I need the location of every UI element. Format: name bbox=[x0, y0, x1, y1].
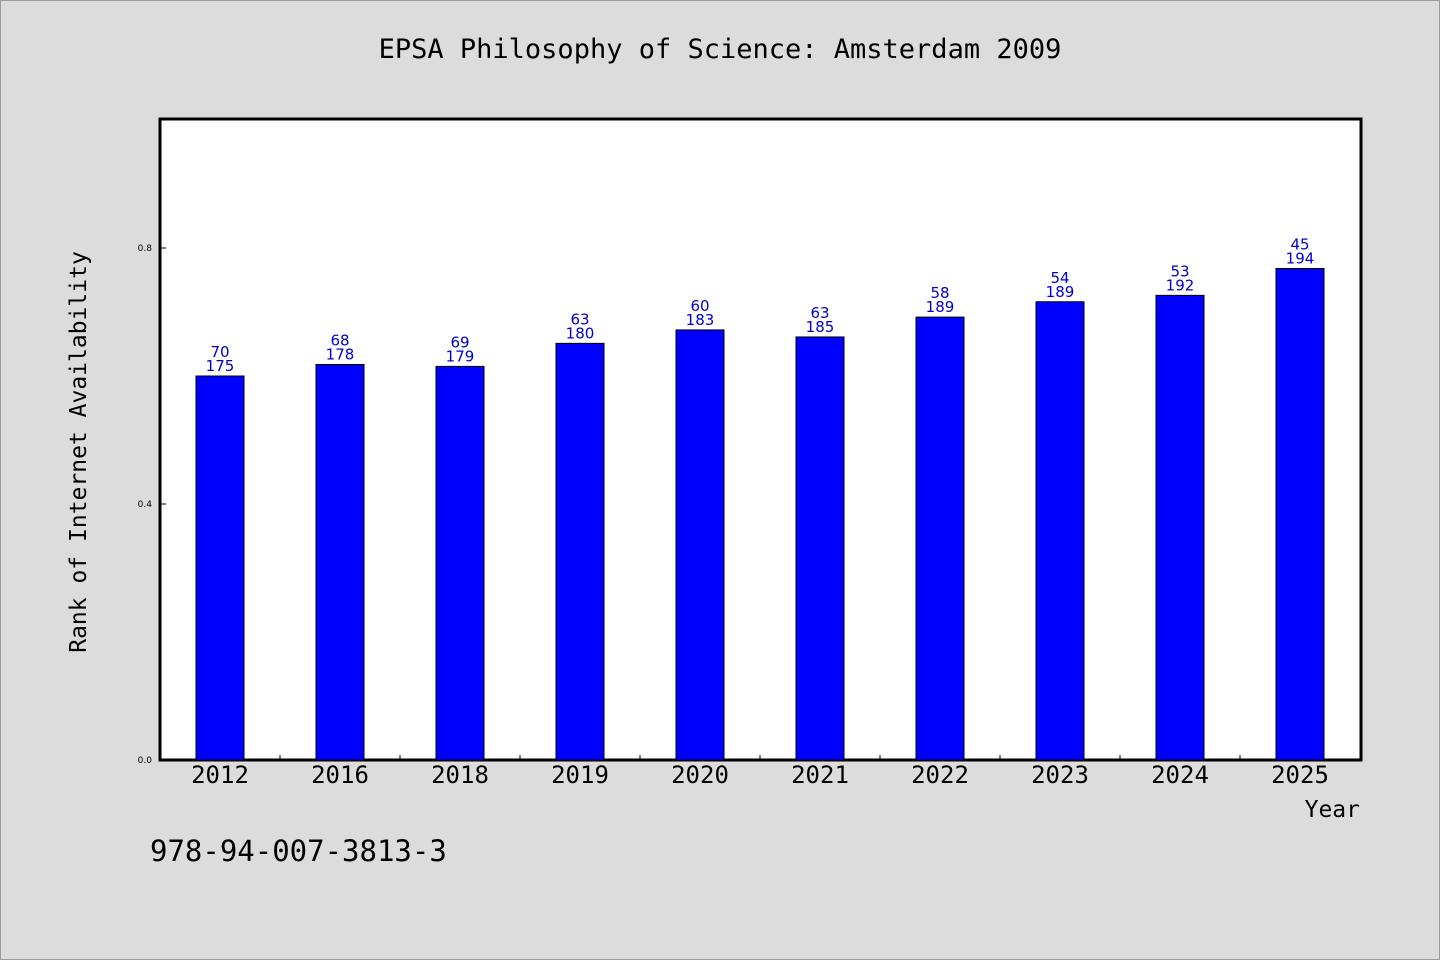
data-label-top-2024: 53 bbox=[1170, 262, 1189, 280]
data-label-bottom-2012: 175 bbox=[206, 357, 235, 375]
bar-2022 bbox=[915, 316, 965, 761]
chart-title: EPSA Philosophy of Science: Amsterdam 20… bbox=[378, 34, 1062, 65]
bars-group bbox=[195, 267, 1325, 761]
x-tick-label-2025: 2025 bbox=[1271, 761, 1329, 789]
x-tick-label-2022: 2022 bbox=[911, 761, 969, 789]
x-tick-label-2018: 2018 bbox=[431, 761, 489, 789]
bar-2021 bbox=[795, 336, 845, 761]
data-label-top-2021: 63 bbox=[810, 304, 829, 322]
x-tick-label-2020: 2020 bbox=[671, 761, 729, 789]
data-label-top-2016: 68 bbox=[330, 331, 349, 349]
x-tick-label-2012: 2012 bbox=[191, 761, 249, 789]
y-tick-label-0.8: 0.8 bbox=[138, 244, 153, 254]
bar-2018 bbox=[435, 365, 485, 761]
data-label-bottom-2019: 180 bbox=[566, 324, 595, 342]
data-label-top-2025: 45 bbox=[1290, 235, 1309, 253]
data-label-top-2020: 60 bbox=[690, 297, 709, 315]
data-label-top-2022: 58 bbox=[930, 284, 949, 302]
y-axis: 0.0 0.4 0.8 bbox=[138, 244, 166, 766]
x-tick-label-2024: 2024 bbox=[1151, 761, 1209, 789]
data-label-top-2012: 70 bbox=[210, 343, 229, 361]
bar-2020 bbox=[675, 329, 725, 761]
data-label-bottom-2024: 192 bbox=[1166, 276, 1195, 294]
data-label-bottom-2025: 194 bbox=[1286, 249, 1315, 267]
data-label-bottom-2016: 178 bbox=[326, 345, 355, 363]
data-label-bottom-2022: 189 bbox=[926, 298, 955, 316]
x-tick-label-2023: 2023 bbox=[1031, 761, 1089, 789]
x-tick-label-2021: 2021 bbox=[791, 761, 849, 789]
data-label-top-2023: 54 bbox=[1050, 269, 1069, 287]
x-axis-title: Year bbox=[1305, 797, 1360, 823]
bar-2012 bbox=[195, 375, 245, 761]
data-label-top-2019: 63 bbox=[570, 310, 589, 328]
isbn-code: 978-94-007-3813-3 bbox=[150, 834, 447, 868]
y-tick-label-0.4: 0.4 bbox=[138, 500, 153, 510]
data-label-bottom-2018: 179 bbox=[446, 347, 475, 365]
y-tick-label-0.0: 0.0 bbox=[138, 756, 153, 766]
x-tick-label-2016: 2016 bbox=[311, 761, 369, 789]
bar-2024 bbox=[1155, 294, 1205, 761]
bar-2019 bbox=[555, 342, 605, 761]
data-label-bottom-2020: 183 bbox=[686, 311, 715, 329]
bar-2023 bbox=[1035, 301, 1085, 761]
bar-2025 bbox=[1275, 267, 1325, 761]
data-label-bottom-2021: 185 bbox=[806, 318, 835, 336]
x-tick-label-2019: 2019 bbox=[551, 761, 609, 789]
bar-2016 bbox=[315, 363, 365, 761]
data-label-top-2018: 69 bbox=[450, 333, 469, 351]
data-label-bottom-2023: 189 bbox=[1046, 283, 1075, 301]
y-axis-title: Rank of Internet Availability bbox=[66, 251, 92, 653]
x-axis: 2012 2016 2018 2019 2020 2021 2022 2023 2024 2025 bbox=[191, 755, 1329, 789]
